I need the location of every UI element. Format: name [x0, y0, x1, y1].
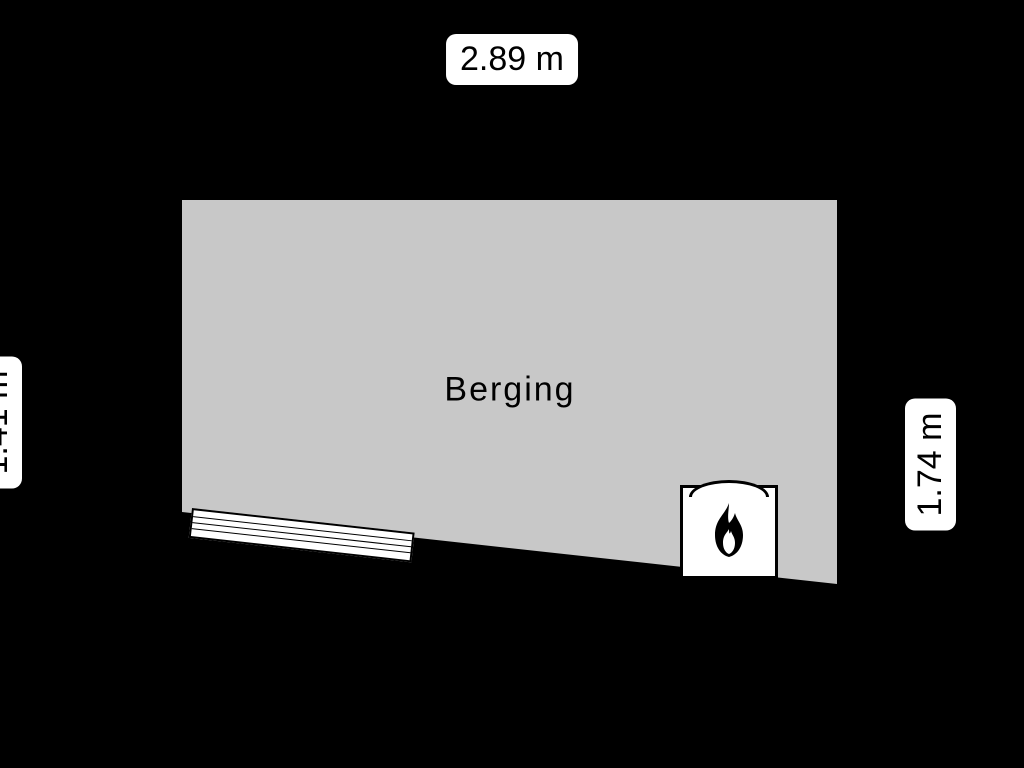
flame-icon: [705, 501, 753, 559]
dimension-top-tick-right: [618, 54, 626, 62]
dimension-top-tick-left: [400, 54, 408, 62]
heater-icon: [680, 485, 778, 579]
dimension-top: 2.89 m: [446, 34, 578, 85]
dimension-right: 1.74 m: [905, 399, 956, 531]
dimension-left: 1.41 m: [0, 357, 22, 489]
room-label: Berging: [444, 371, 575, 410]
floorplan-canvas: Berging 2.89 m 1.41 m 1.74 m: [0, 0, 1024, 768]
